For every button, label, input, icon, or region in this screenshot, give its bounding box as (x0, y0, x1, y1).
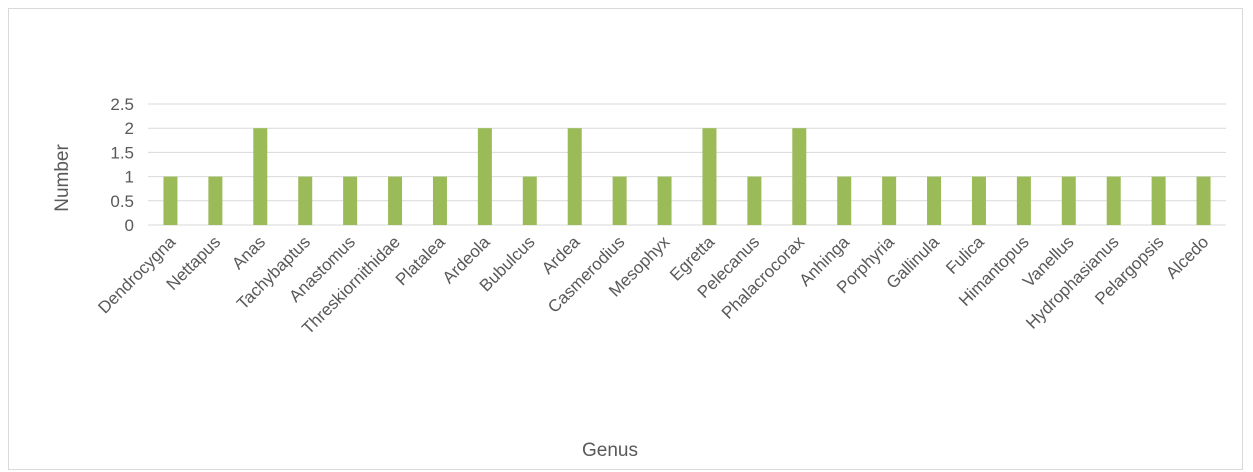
bar-alcedo (1196, 176, 1211, 225)
chart-frame (8, 8, 1243, 470)
bar-ardea (567, 128, 582, 225)
x-tick-label: Alcedo (1162, 232, 1212, 282)
gridlines (148, 103, 1226, 226)
bar-dendrocygna (163, 176, 178, 225)
bar-casmerodius (612, 176, 627, 225)
bar-phalacrocorax (792, 128, 807, 225)
y-tick-label: 0.5 (110, 192, 134, 211)
bar-pelargopsis (1151, 176, 1166, 225)
y-tick-label: 0 (125, 216, 134, 235)
x-axis-title: Genus (582, 440, 638, 461)
bar-pelecanus (747, 176, 762, 225)
y-axis-title: Number (52, 144, 73, 212)
bar-fulica (971, 176, 986, 225)
y-tick-label: 2.5 (110, 95, 134, 114)
bar-mesophyx (657, 176, 672, 225)
y-tick-label: 2 (125, 119, 134, 138)
bar-egretta (702, 128, 717, 225)
bar-tachybaptus (298, 176, 313, 225)
bar-hydrophasianus (1106, 176, 1121, 225)
bar-gallinula (927, 176, 942, 225)
bar-ardeola (477, 128, 492, 225)
bar-anas (253, 128, 268, 225)
bars (163, 128, 1211, 225)
x-tick-label: Dendrocygna (94, 232, 179, 317)
bar-anastomus (343, 176, 358, 225)
bar-anhinga (837, 176, 852, 225)
bar-threskiornithidae (388, 176, 403, 225)
y-tick-label: 1.5 (110, 143, 134, 162)
bar-nettapus (208, 176, 223, 225)
x-tick-label: Platalea (392, 232, 449, 289)
bar-platalea (432, 176, 447, 225)
bar-himantopus (1016, 176, 1031, 225)
bar-bubulcus (522, 176, 537, 225)
y-tick-label: 1 (125, 168, 134, 187)
y-axis-ticks: 0 0.5 1 1.5 2 2.5 (110, 95, 134, 235)
bar-porphyria (882, 176, 897, 225)
x-tick-label: Anas (228, 232, 269, 273)
bar-vanellus (1061, 176, 1076, 225)
